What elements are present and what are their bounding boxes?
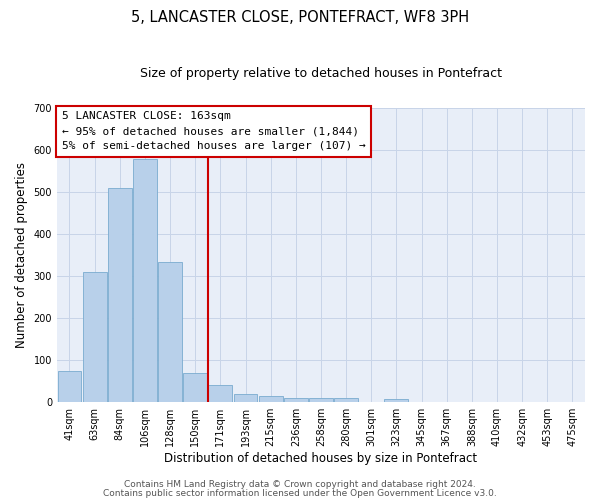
Bar — [385, 400, 409, 402]
Bar — [58, 370, 82, 402]
Bar — [183, 373, 207, 402]
Bar — [334, 398, 358, 402]
Bar — [133, 160, 157, 402]
Text: 5, LANCASTER CLOSE, PONTEFRACT, WF8 3PH: 5, LANCASTER CLOSE, PONTEFRACT, WF8 3PH — [131, 10, 469, 25]
Text: Contains HM Land Registry data © Crown copyright and database right 2024.: Contains HM Land Registry data © Crown c… — [124, 480, 476, 489]
Text: 5 LANCASTER CLOSE: 163sqm
← 95% of detached houses are smaller (1,844)
5% of sem: 5 LANCASTER CLOSE: 163sqm ← 95% of detac… — [62, 112, 365, 151]
Bar — [158, 262, 182, 402]
X-axis label: Distribution of detached houses by size in Pontefract: Distribution of detached houses by size … — [164, 452, 478, 465]
Bar — [208, 386, 232, 402]
Bar — [108, 188, 132, 402]
Title: Size of property relative to detached houses in Pontefract: Size of property relative to detached ho… — [140, 68, 502, 80]
Bar — [284, 398, 308, 402]
Y-axis label: Number of detached properties: Number of detached properties — [15, 162, 28, 348]
Text: Contains public sector information licensed under the Open Government Licence v3: Contains public sector information licen… — [103, 488, 497, 498]
Bar — [233, 394, 257, 402]
Bar — [309, 398, 333, 402]
Bar — [83, 272, 107, 402]
Bar — [259, 396, 283, 402]
